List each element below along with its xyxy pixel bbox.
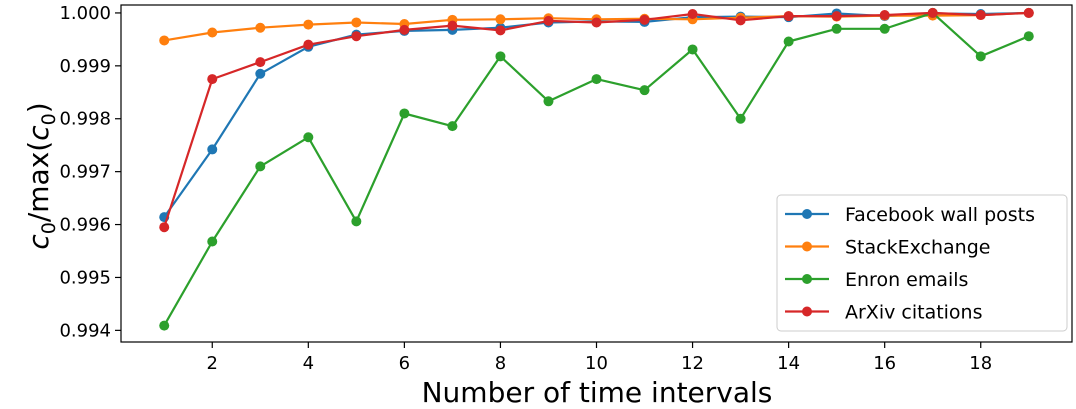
data-point: [399, 108, 410, 119]
data-point: [639, 14, 650, 25]
data-point: [1023, 31, 1034, 42]
y-tick-label: 0.997: [59, 162, 111, 183]
data-point: [543, 15, 554, 26]
legend-marker: [802, 274, 812, 284]
y-tick-label: 0.999: [59, 56, 111, 77]
data-point: [879, 10, 890, 21]
legend-marker: [802, 241, 812, 252]
data-point: [687, 44, 698, 55]
data-point: [255, 22, 266, 33]
data-point: [975, 51, 986, 62]
axes: 2 4 6 8 10 12 14 16 18 0.994 0.995 0.996 0.997 0.998 0…: [59, 3, 1073, 374]
data-point: [351, 31, 362, 42]
data-point: [927, 7, 938, 18]
data-point: [207, 236, 218, 247]
data-point: [255, 57, 266, 68]
y-tick-label: 0.996: [59, 215, 111, 236]
y-tick-label: 0.995: [59, 267, 111, 288]
data-point: [495, 14, 506, 25]
data-point: [735, 113, 746, 124]
data-point: [255, 68, 266, 79]
series-lines: [159, 7, 1034, 331]
data-point: [351, 17, 362, 28]
x-tick-label: 8: [495, 353, 506, 374]
y-tick-label: 0.994: [59, 320, 111, 341]
y-axis-label-sub-2: 0: [38, 113, 60, 125]
data-point: [447, 121, 458, 132]
x-tick-label: 14: [777, 353, 800, 374]
legend-entry-label: Enron emails: [845, 269, 968, 291]
y-axis-label-base-2: c: [22, 125, 55, 141]
data-point: [495, 51, 506, 62]
data-point: [543, 96, 554, 107]
y-tick-label: 1.000: [59, 3, 111, 24]
data-point: [495, 25, 506, 36]
x-axis-label: Number of time intervals: [422, 376, 773, 409]
data-point: [831, 11, 842, 22]
data-point: [207, 144, 218, 155]
y-tick-label: 0.998: [59, 109, 111, 130]
legend-entry-label: ArXiv citations: [845, 302, 983, 324]
legend: Facebook wall posts StackExchange Enron em…: [776, 194, 1068, 332]
data-point: [639, 85, 650, 96]
data-point: [687, 8, 698, 19]
x-tick-label: 4: [303, 353, 314, 374]
data-point: [255, 161, 266, 172]
data-point: [735, 15, 746, 26]
data-point: [159, 320, 170, 331]
data-point: [207, 27, 218, 38]
legend-entry-label: Facebook wall posts: [845, 204, 1035, 226]
data-point: [207, 74, 218, 85]
x-tick-label: 6: [399, 353, 410, 374]
y-axis-label-sub: 0: [38, 222, 60, 234]
data-point: [399, 24, 410, 35]
data-point: [303, 132, 314, 143]
data-point: [783, 36, 794, 47]
legend-marker: [802, 209, 812, 219]
y-axis-label-mid: /max(: [22, 141, 55, 222]
legend-box: [776, 194, 1068, 332]
y-axis-label: c0/max(c0): [22, 102, 60, 249]
data-point: [783, 11, 794, 22]
data-point: [591, 74, 602, 85]
series-facebook-wall-posts: [159, 7, 1034, 223]
data-point: [591, 17, 602, 28]
y-axis-label-base: c: [22, 234, 55, 250]
y-axis-label-end: ): [22, 102, 55, 113]
data-point: [159, 35, 170, 46]
data-point: [1023, 7, 1034, 18]
series-arxiv-citations: [159, 7, 1034, 233]
data-point: [447, 20, 458, 31]
data-point: [975, 10, 986, 21]
legend-entry-label: StackExchange: [845, 237, 990, 259]
x-tick-label: 10: [585, 353, 608, 374]
legend-marker: [802, 306, 812, 317]
data-point: [831, 23, 842, 34]
data-point: [879, 23, 890, 34]
x-tick-label: 2: [207, 353, 218, 374]
x-tick-label: 16: [873, 353, 896, 374]
x-tick-label: 18: [969, 353, 992, 374]
x-tick-label: 12: [681, 353, 704, 374]
data-point: [303, 19, 314, 30]
data-point: [159, 222, 170, 233]
data-point: [351, 216, 362, 227]
series-line: [163, 11, 1029, 218]
data-point: [303, 39, 314, 50]
